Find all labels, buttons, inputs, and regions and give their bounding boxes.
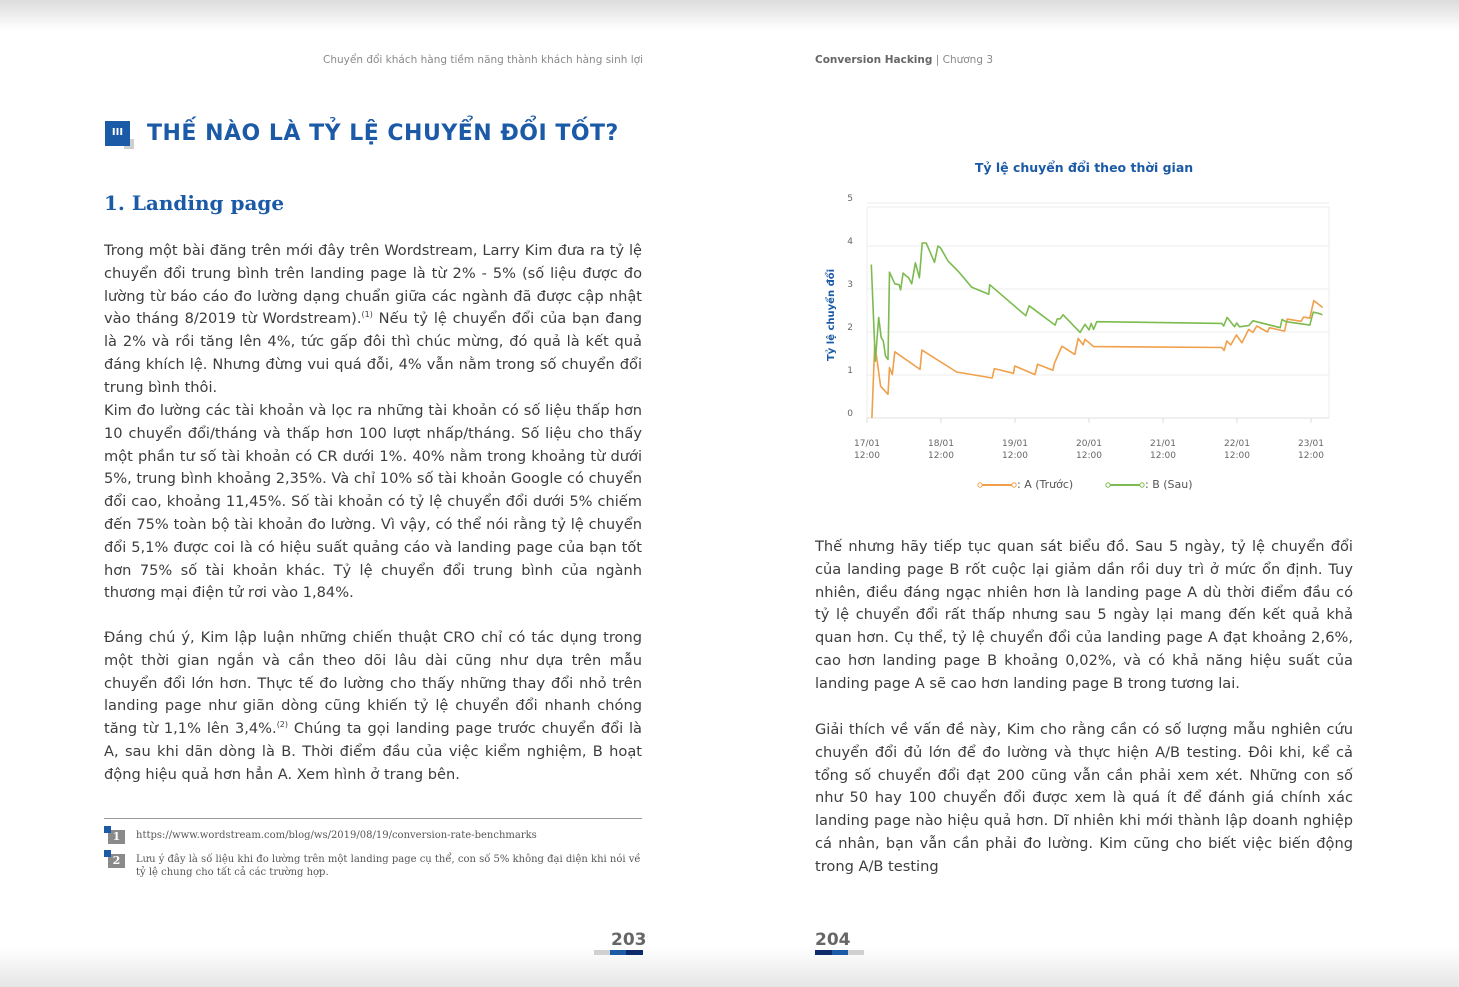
paragraph-text: Đáng chú ý, Kim lập luận những chiến thu…	[104, 629, 642, 738]
x-tick-label: 18/01	[928, 439, 954, 449]
top-shadow	[0, 0, 1459, 30]
x-tick-label: 20/01	[1076, 439, 1102, 449]
footnote-divider	[104, 818, 642, 819]
legend-label-a: : A (Trước)	[1017, 478, 1074, 491]
footnote-number: 1	[104, 826, 125, 844]
footnote-ref-2: (2)	[276, 720, 289, 730]
x-tick-label: 22/01	[1224, 439, 1250, 449]
footnote-ref-1: (1)	[361, 310, 373, 320]
book-title: Conversion Hacking	[815, 54, 933, 66]
page-bar-blue	[610, 950, 626, 955]
paragraph-text: Trong một bài đăng trên mới đây trên Wor…	[104, 242, 642, 328]
footnote-number: 2	[104, 850, 125, 868]
legend-label-b: : B (Sau)	[1145, 478, 1193, 491]
series-line-a	[871, 299, 1324, 419]
paragraph-5: Giải thích về vấn đề này, Kim cho rằng c…	[815, 721, 1353, 875]
legend-line-b-icon	[1105, 482, 1145, 488]
paragraph-1: Trong một bài đăng trên mới đây trên Wor…	[104, 240, 642, 400]
y-tick-label: 4	[847, 237, 853, 247]
x-tick-label: 12:00	[854, 451, 880, 461]
paragraph-text: Nếu tỷ lệ chuyển đổi của bạn đang là 2% …	[104, 310, 642, 396]
footnote-1: 1 https://www.wordstream.com/blog/ws/2019…	[104, 826, 642, 844]
page-bar-gray	[594, 950, 610, 955]
chart-title: Tỷ lệ chuyển đổi theo thời gian	[974, 160, 1194, 175]
conversion-chart: 0 1 2 3 4 5 17/01 12:00 18/01 12:00 19/01 12:00 20/0…	[824, 194, 1330, 461]
page-bar-navy	[815, 950, 832, 955]
legend-item-a: : A (Trước)	[977, 478, 1073, 491]
x-tick-label: 12:00	[1150, 451, 1176, 461]
plot-area	[866, 206, 1330, 419]
x-tick-label: 12:00	[1224, 451, 1250, 461]
footnote-link[interactable]: https://www.wordstream.com/blog/ws/2019/…	[136, 830, 537, 841]
page-bar-blue	[832, 950, 848, 955]
footnote-2: 2 Lưu ý đây là số liệu khi đo lường trên …	[104, 850, 642, 879]
x-tick-label: 12:00	[928, 451, 954, 461]
y-tick-label: 2	[847, 323, 853, 333]
paragraph-2: Kim đo lường các tài khoản và lọc ra nhữ…	[104, 400, 642, 605]
subsection-title: 1. Landing page	[104, 191, 285, 215]
y-tick-label: 5	[847, 194, 853, 204]
footnote-text: Lưu ý đây là số liệu khi đo lường trên m…	[136, 854, 641, 878]
legend-item-b: : B (Sau)	[1105, 478, 1193, 491]
bottom-shadow	[0, 947, 1459, 987]
x-tick-label: 12:00	[1002, 451, 1028, 461]
paragraph-4: Thế nhưng hãy tiếp tục quan sát biểu đồ.…	[815, 538, 1353, 692]
paragraph-3: Đáng chú ý, Kim lập luận những chiến thu…	[104, 627, 642, 787]
x-tick-label: 23/01	[1298, 439, 1324, 449]
x-tick-label: 21/01	[1150, 439, 1176, 449]
chapter-label: | Chương 3	[932, 54, 994, 66]
y-tick-label: 3	[847, 280, 853, 290]
page-bar-gray	[848, 950, 864, 955]
page-number-left: 203	[611, 930, 647, 950]
x-tick-label: 12:00	[1076, 451, 1102, 461]
y-tick-label: 0	[847, 409, 853, 419]
running-header-right: Conversion Hacking | Chương 3	[815, 54, 993, 66]
paragraph-text: Chúng ta gọi landing page trước chuyển đ…	[104, 720, 643, 783]
series-line-b	[870, 242, 1323, 362]
section-number-badge: III	[105, 121, 130, 146]
y-axis-label: Tỷ lệ chuyển đổi	[824, 269, 837, 361]
section-title: THẾ NÀO LÀ TỶ LỆ CHUYỂN ĐỔI TỐT?	[147, 121, 619, 146]
running-header-left: Chuyển đổi khách hàng tiềm năng thành kh…	[323, 54, 643, 66]
y-tick-label: 1	[847, 366, 853, 376]
paragraph-text: Kim đo lường các tài khoản và lọc ra nhữ…	[104, 402, 642, 602]
page-bar-navy	[626, 950, 643, 955]
x-tick-label: 12:00	[1298, 451, 1324, 461]
x-tick-label: 19/01	[1002, 439, 1028, 449]
legend-line-a-icon	[977, 482, 1017, 488]
page-number-right: 204	[815, 930, 851, 950]
x-tick-label: 17/01	[854, 439, 880, 449]
